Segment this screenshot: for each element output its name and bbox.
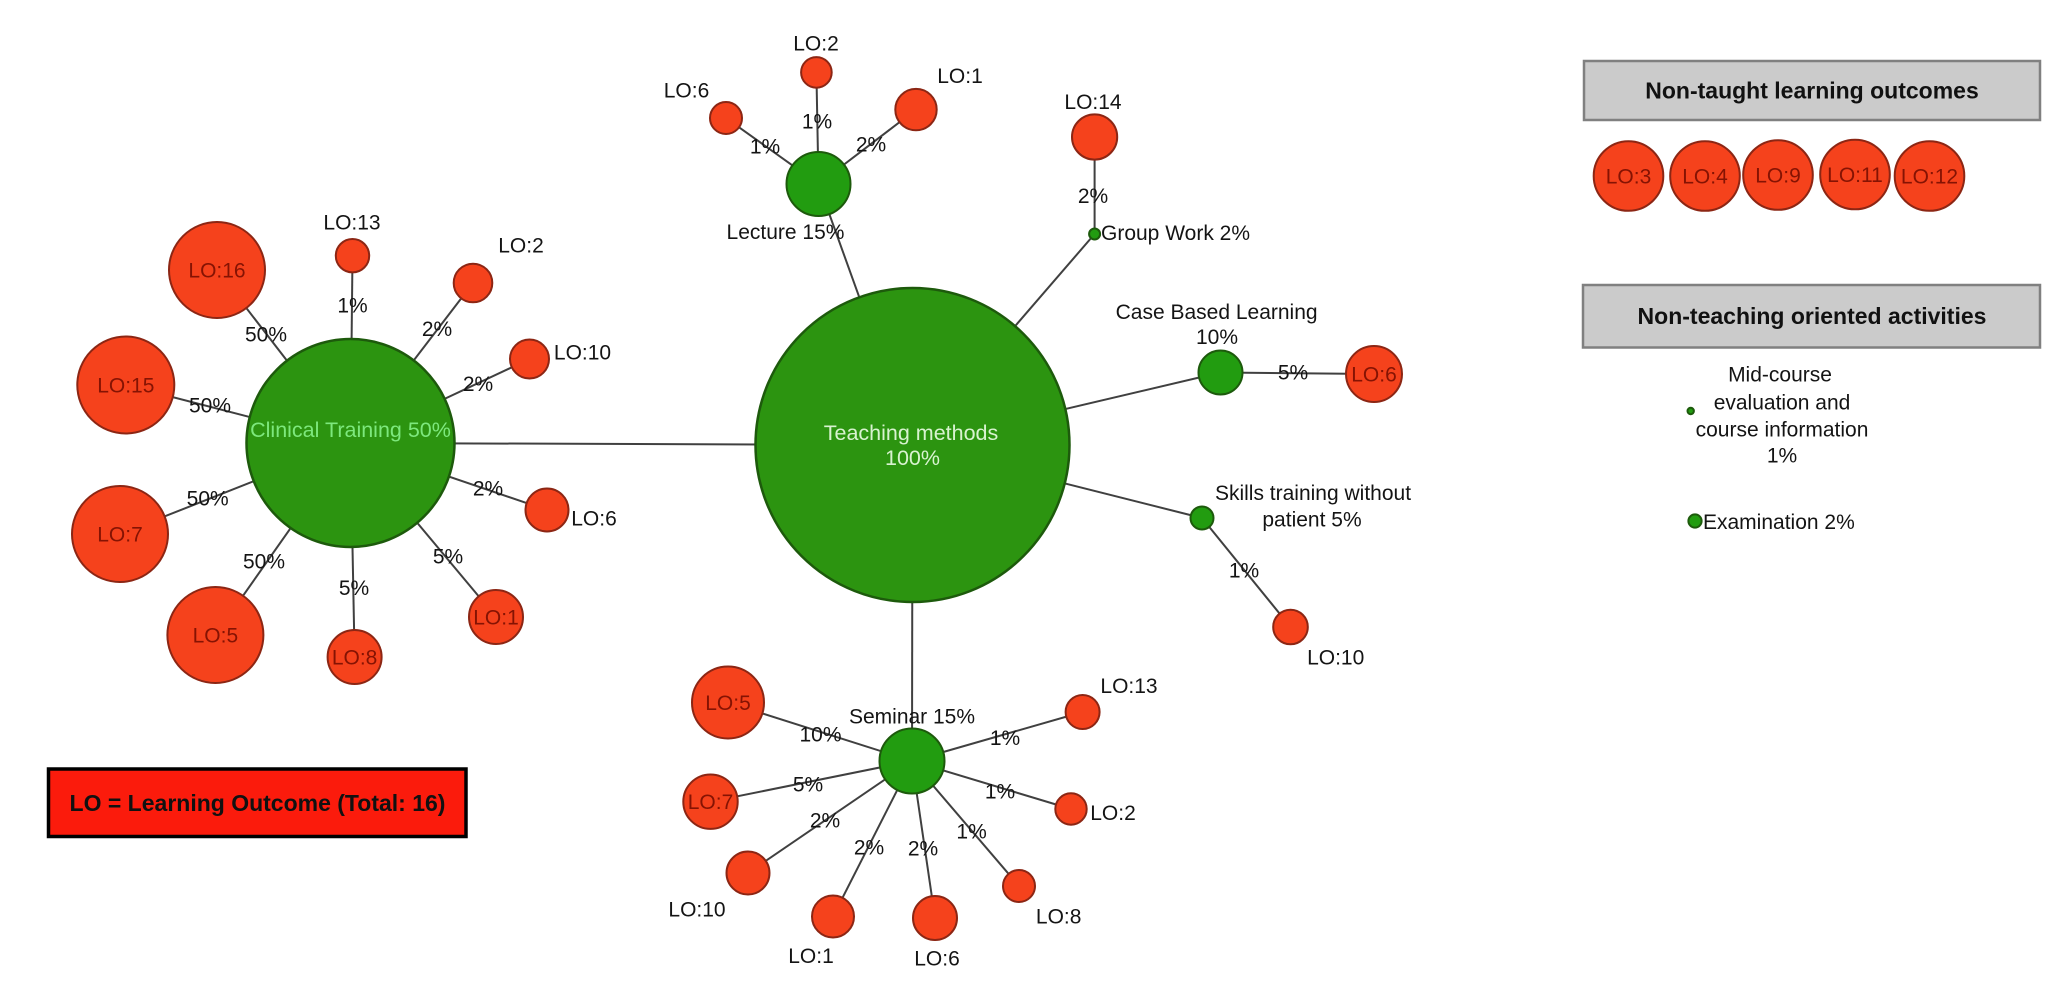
svg-text:LO:3: LO:3 bbox=[1606, 166, 1652, 189]
svg-text:LO:5: LO:5 bbox=[193, 625, 239, 648]
svg-text:LO:5: LO:5 bbox=[705, 692, 751, 715]
svg-text:Group Work 2%: Group Work 2% bbox=[1101, 222, 1250, 245]
svg-text:1%: 1% bbox=[802, 111, 832, 134]
svg-text:course information: course information bbox=[1696, 419, 1869, 442]
svg-text:LO:6: LO:6 bbox=[914, 948, 960, 971]
svg-text:LO:13: LO:13 bbox=[323, 212, 380, 235]
svg-text:5%: 5% bbox=[1278, 362, 1308, 385]
svg-text:LO:2: LO:2 bbox=[1090, 802, 1136, 825]
svg-text:2%: 2% bbox=[422, 318, 452, 341]
svg-text:LO:8: LO:8 bbox=[332, 647, 378, 670]
svg-text:LO:10: LO:10 bbox=[554, 342, 611, 365]
svg-text:1%: 1% bbox=[337, 295, 367, 318]
svg-text:LO:8: LO:8 bbox=[1036, 906, 1082, 929]
svg-text:5%: 5% bbox=[339, 577, 369, 600]
svg-text:LO:13: LO:13 bbox=[1100, 675, 1157, 698]
svg-text:50%: 50% bbox=[187, 488, 229, 511]
svg-text:Clinical Training 50%: Clinical Training 50% bbox=[250, 418, 451, 442]
svg-text:1%: 1% bbox=[985, 781, 1015, 804]
svg-text:Teaching methods: Teaching methods bbox=[824, 421, 999, 445]
svg-text:LO:9: LO:9 bbox=[1755, 165, 1801, 188]
svg-text:50%: 50% bbox=[189, 395, 231, 418]
svg-text:100%: 100% bbox=[885, 446, 940, 470]
svg-text:LO:7: LO:7 bbox=[97, 524, 143, 547]
svg-text:1%: 1% bbox=[956, 821, 986, 844]
svg-text:Mid-course: Mid-course bbox=[1728, 364, 1832, 387]
svg-text:Non-teaching oriented activiti: Non-teaching oriented activities bbox=[1638, 303, 1987, 329]
svg-text:LO:12: LO:12 bbox=[1901, 166, 1958, 189]
svg-text:2%: 2% bbox=[908, 838, 938, 861]
svg-text:LO:14: LO:14 bbox=[1064, 91, 1122, 114]
svg-text:LO:6: LO:6 bbox=[571, 508, 617, 531]
svg-text:LO:4: LO:4 bbox=[1682, 166, 1728, 189]
svg-text:LO:1: LO:1 bbox=[788, 945, 834, 968]
svg-text:LO:2: LO:2 bbox=[793, 33, 839, 56]
svg-text:LO:16: LO:16 bbox=[188, 260, 245, 283]
svg-text:Case Based Learning: Case Based Learning bbox=[1116, 301, 1318, 324]
svg-text:LO:15: LO:15 bbox=[97, 375, 154, 398]
svg-text:LO:10: LO:10 bbox=[668, 899, 725, 922]
svg-text:1%: 1% bbox=[1767, 445, 1797, 468]
svg-text:1%: 1% bbox=[1229, 560, 1259, 583]
svg-text:50%: 50% bbox=[243, 551, 285, 574]
svg-text:Lecture 15%: Lecture 15% bbox=[727, 221, 845, 244]
svg-text:2%: 2% bbox=[473, 478, 503, 501]
svg-text:5%: 5% bbox=[433, 546, 463, 569]
svg-text:50%: 50% bbox=[245, 324, 287, 347]
svg-text:10%: 10% bbox=[799, 724, 841, 747]
svg-text:Seminar 15%: Seminar 15% bbox=[849, 706, 975, 729]
svg-text:1%: 1% bbox=[990, 727, 1020, 750]
svg-text:evaluation and: evaluation and bbox=[1714, 392, 1851, 415]
svg-text:5%: 5% bbox=[793, 774, 823, 797]
svg-text:2%: 2% bbox=[854, 837, 884, 860]
svg-text:LO:10: LO:10 bbox=[1307, 647, 1364, 670]
svg-text:LO:11: LO:11 bbox=[1827, 164, 1883, 187]
svg-text:2%: 2% bbox=[1078, 185, 1108, 208]
svg-text:Skills training without: Skills training without bbox=[1215, 482, 1411, 505]
svg-text:1%: 1% bbox=[750, 136, 780, 159]
svg-text:2%: 2% bbox=[856, 134, 886, 157]
svg-text:patient 5%: patient 5% bbox=[1262, 509, 1361, 532]
svg-text:2%: 2% bbox=[810, 810, 840, 833]
svg-text:Non-taught learning outcomes: Non-taught learning outcomes bbox=[1645, 78, 1979, 104]
svg-text:10%: 10% bbox=[1196, 326, 1238, 349]
svg-text:2%: 2% bbox=[463, 373, 493, 396]
svg-text:LO:1: LO:1 bbox=[473, 607, 519, 630]
svg-text:LO = Learning Outcome (Total:: LO = Learning Outcome (Total: 16) bbox=[70, 790, 446, 816]
svg-text:LO:6: LO:6 bbox=[1351, 364, 1397, 387]
svg-text:LO:2: LO:2 bbox=[498, 235, 544, 258]
svg-text:LO:1: LO:1 bbox=[937, 65, 983, 88]
svg-text:LO:7: LO:7 bbox=[688, 791, 734, 814]
svg-text:Examination 2%: Examination 2% bbox=[1703, 511, 1855, 534]
svg-text:LO:6: LO:6 bbox=[664, 80, 710, 103]
